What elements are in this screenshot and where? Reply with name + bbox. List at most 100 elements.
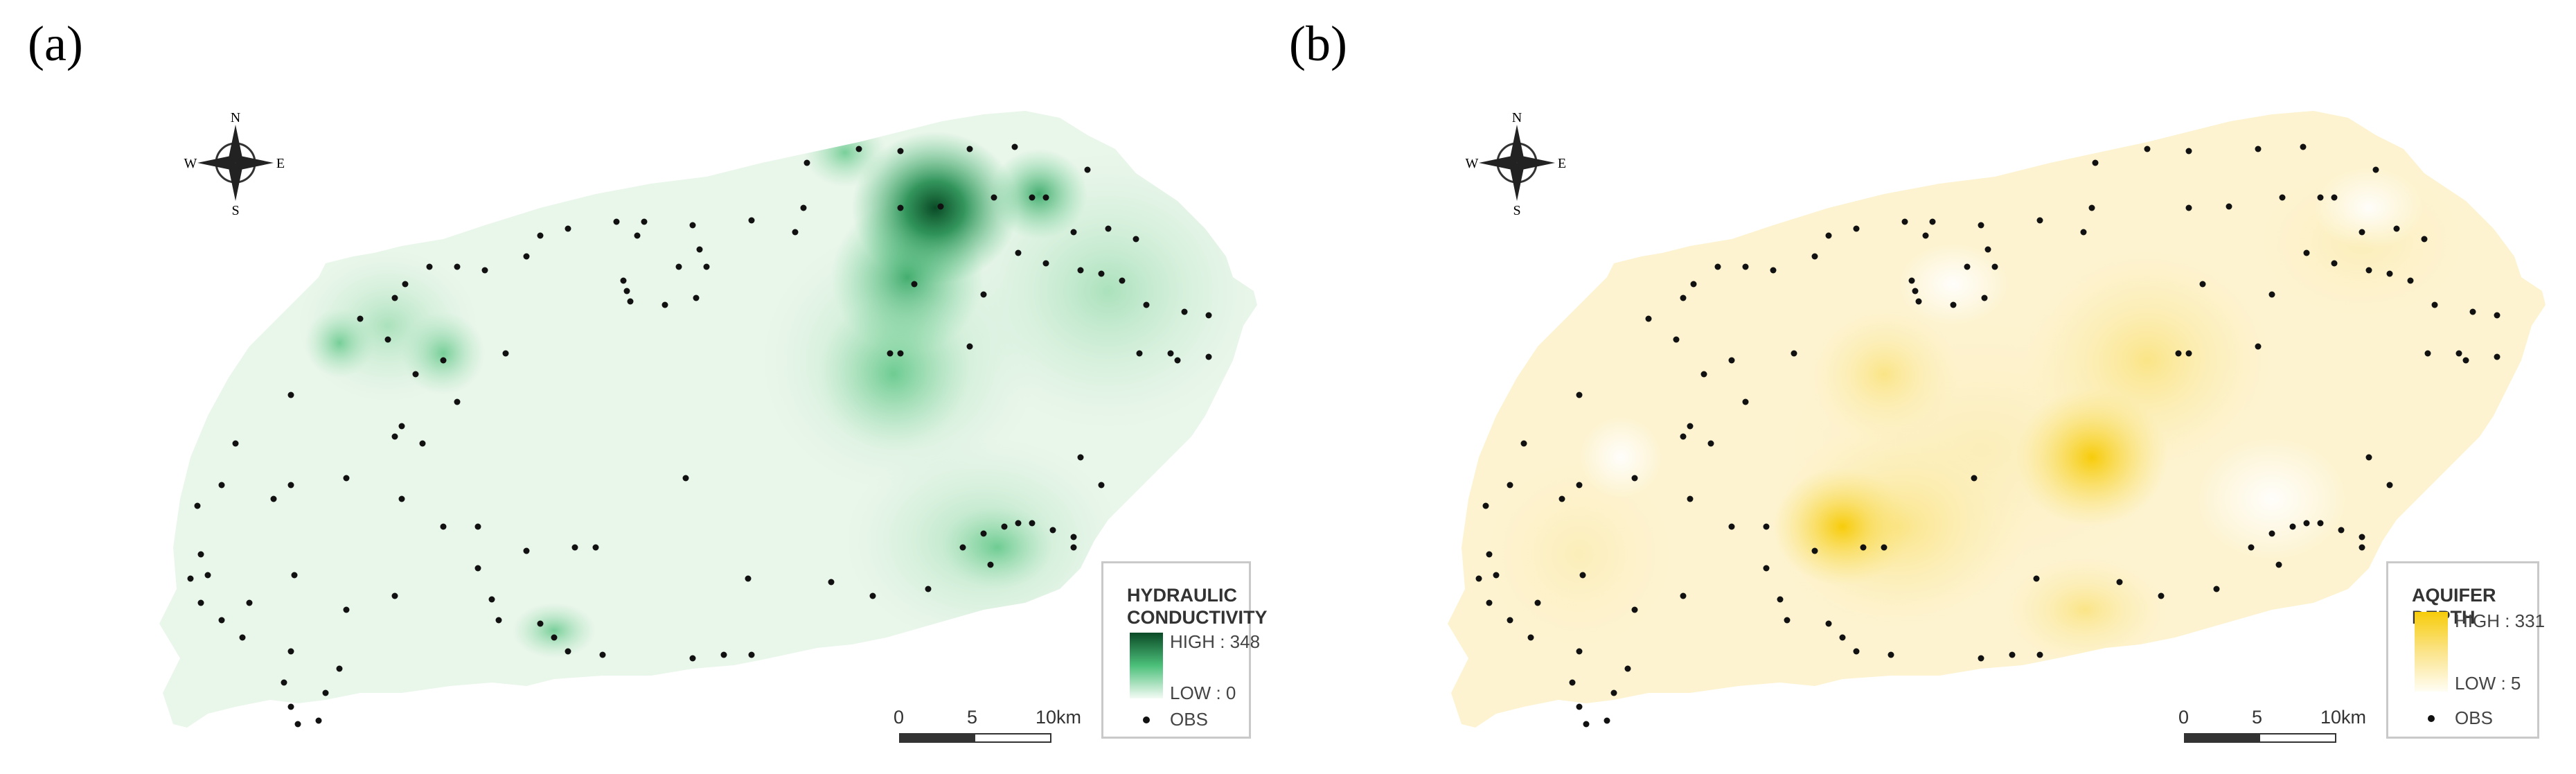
observation-point [1680,433,1687,440]
observation-point [1132,236,1139,243]
observation-point [1486,551,1493,558]
observation-point [1098,270,1105,277]
observation-point [1991,263,1998,270]
observation-point [1707,440,1714,447]
observation-point [2303,520,2310,527]
observation-point [1001,523,1008,530]
panel-label: (b) [1289,16,1347,71]
observation-point [2359,544,2365,551]
observation-point [1763,565,1770,572]
observation-point [1576,648,1583,655]
observation-point [1839,634,1846,641]
observation-point [2279,194,2286,201]
observation-point [1558,495,1565,502]
observation-point [2009,651,2016,658]
observation-point [454,263,461,270]
observation-point [2462,357,2469,364]
observation-point [1098,482,1105,489]
observation-point [911,281,918,288]
observation-point [1119,277,1126,284]
observation-point [1205,312,1212,319]
observation-point [966,343,973,350]
observation-point [2116,579,2123,586]
observation-point [1534,599,1541,606]
aquifer-depth-map: N S E W [1448,110,2546,728]
observation-point [2185,148,2192,155]
observation-point [187,575,194,582]
observation-point [398,423,405,430]
observation-point [287,482,294,489]
observation-point [2469,308,2476,315]
observation-point [1631,475,1638,482]
observation-point [391,294,398,301]
observation-point [2255,146,2262,152]
legend-obs-dot [1143,716,1150,723]
observation-point [855,146,862,152]
observation-point [1507,617,1513,624]
scale-mid: 5 [2252,707,2263,728]
panel-a: (a) [28,16,1268,755]
observation-point [1728,357,1735,364]
observation-point [634,232,641,239]
observation-point [1084,166,1091,173]
observation-point [474,523,481,530]
observation-point [322,689,329,696]
observation-point [294,721,301,728]
scale-end: 10km [2320,707,2367,728]
scale-bar: 0 5 10km [2178,707,2366,755]
legend-high: HIGH : 331 [2455,610,2546,631]
observation-point [537,232,544,239]
observation-point [2226,203,2232,210]
observation-point [270,495,277,502]
observation-point [357,315,364,322]
observation-point [1690,281,1697,288]
observation-point [887,350,894,357]
observation-point [2185,350,2192,357]
observation-point [1576,392,1583,398]
observation-point [488,596,495,603]
observation-point [1881,544,1887,551]
observation-point [2494,312,2501,319]
observation-point [232,440,239,447]
observation-point [800,204,807,211]
observation-point [2359,534,2365,540]
observation-point [204,572,211,579]
observation-point [1631,606,1638,613]
observation-point [980,291,987,298]
observation-point [1042,260,1049,267]
legend-obs-dot [2428,715,2435,722]
observation-point [1687,495,1694,502]
observation-point [1015,249,1022,256]
observation-point [1912,288,1919,294]
observation-point [537,620,544,627]
observation-point [897,204,904,211]
observation-point [1915,298,1922,305]
scale-bar: 0 5 10km [894,707,1081,755]
observation-point [2033,575,2040,582]
panel-label: (a) [28,16,83,71]
observation-point [1811,547,1818,554]
hydraulic-conductivity-map: N S E W [159,110,1257,728]
observation-point [1077,267,1084,274]
observation-point [1860,544,1867,551]
observation-point [2303,249,2310,256]
observation-point [1763,523,1770,530]
observation-point [1520,440,1527,447]
legend-title: HYDRAULIC CONDUCTIVITY [1127,584,1268,628]
observation-point [925,586,932,592]
observation-point [1700,371,1707,378]
observation-point [1624,665,1631,672]
observation-point [2386,270,2393,277]
observation-point [1482,502,1489,509]
observation-point [745,575,752,582]
observation-point [1811,253,1818,260]
observation-point [1174,357,1181,364]
observation-point [803,159,810,166]
observation-point [1680,294,1687,301]
observation-point [689,222,696,229]
observation-point [641,218,648,225]
observation-point [1687,423,1694,430]
observation-point [1181,308,1188,315]
observation-point [419,440,426,447]
observation-point [1527,634,1534,641]
